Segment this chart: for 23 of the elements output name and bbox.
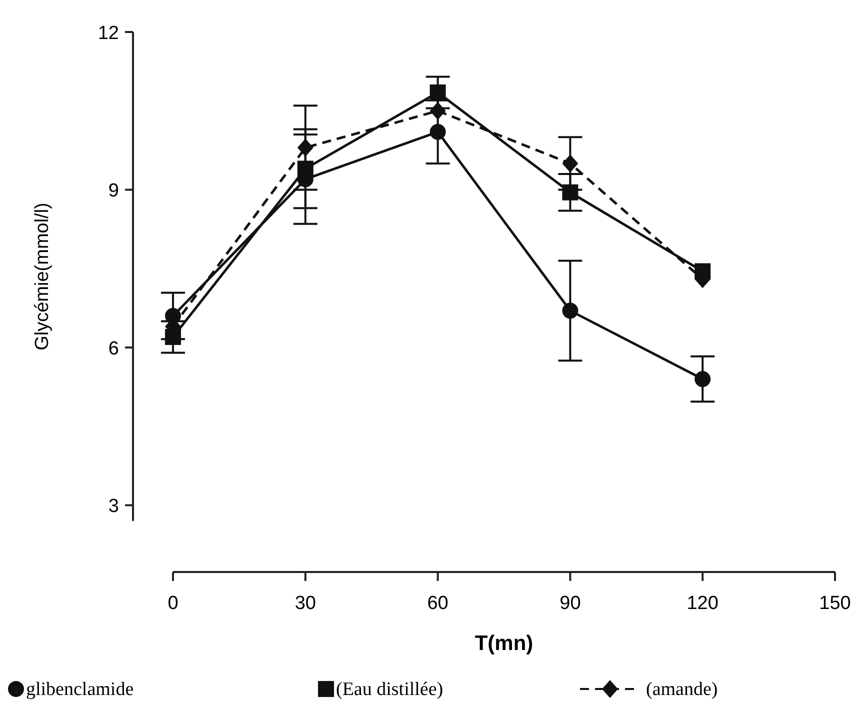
point xyxy=(430,124,446,140)
point xyxy=(165,308,181,324)
y-tick-label: 6 xyxy=(108,338,119,360)
point xyxy=(694,371,711,388)
point xyxy=(562,184,578,200)
legend-label: glibenclamide xyxy=(26,679,134,700)
x-tick-label: 0 xyxy=(168,593,178,614)
y-tick-label: 9 xyxy=(108,180,119,202)
legend-label: (amande) xyxy=(646,679,718,700)
legend-label: (Eau distillée) xyxy=(336,679,444,700)
x-tick-label: 90 xyxy=(560,593,581,614)
x-tick-label: 60 xyxy=(427,593,448,614)
x-axis-title: T(mn) xyxy=(474,632,534,655)
x-tick-label: 30 xyxy=(294,593,316,614)
x-tick-label: 150 xyxy=(819,593,851,614)
point xyxy=(562,154,578,172)
point xyxy=(430,84,446,100)
point xyxy=(562,302,578,319)
y-tick-label: 3 xyxy=(108,496,119,518)
y-axis-title: Glycémie(mmol/l) xyxy=(32,202,53,350)
y-tick-label: 12 xyxy=(98,23,119,44)
point xyxy=(694,263,711,280)
x-tick-label: 120 xyxy=(686,593,718,614)
